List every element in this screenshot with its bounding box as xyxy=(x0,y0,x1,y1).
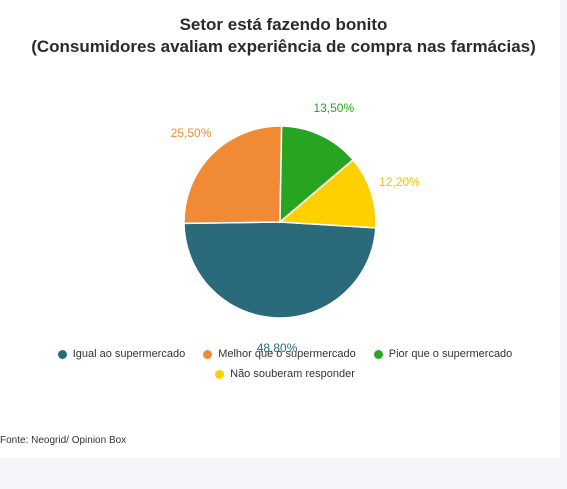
value-label-pior: 13,50% xyxy=(313,101,354,115)
legend-item-igual: Igual ao supermercado xyxy=(57,348,186,360)
right-edge-strip xyxy=(560,0,567,489)
legend-label-igual: Igual ao supermercado xyxy=(72,348,186,360)
value-label-igual: 48,80% xyxy=(257,341,298,355)
slice-melhor xyxy=(183,125,283,225)
legend-dot-melhor xyxy=(203,349,213,359)
legend-label-melhor: Melhor que o supermercado xyxy=(218,348,356,360)
chart-title: Setor está fazendo bonito (Consumidores … xyxy=(0,14,567,58)
legend-item-nao-souberam: Não souberam responder xyxy=(215,368,355,380)
legend-label-pior: Pior que o supermercado xyxy=(388,348,513,360)
legend-item-melhor: Melhor que o supermercado xyxy=(203,348,356,360)
legend-dot-igual xyxy=(57,349,67,359)
legend-row-1: Igual ao supermercado Melhor que o super… xyxy=(40,348,530,360)
source-note: Fonte: Neogrid/ Opinion Box xyxy=(0,435,127,446)
value-label-melhor: 25,50% xyxy=(171,126,212,140)
legend-item-pior: Pior que o supermercado xyxy=(373,348,513,360)
legend-label-nao-souberam: Não souberam responder xyxy=(230,368,355,380)
legend-dot-pior xyxy=(373,349,383,359)
bottom-edge-strip xyxy=(0,458,567,489)
value-label-nao-souberam: 12,20% xyxy=(379,175,420,189)
slice-nao-souberam xyxy=(278,158,377,229)
title-line-1: Setor está fazendo bonito xyxy=(179,15,388,34)
slice-igual xyxy=(183,221,377,319)
legend-dot-nao-souberam xyxy=(215,369,225,379)
title-line-2: (Consumidores avaliam experiência de com… xyxy=(31,37,536,56)
chart-legend: Igual ao supermercado Melhor que o super… xyxy=(40,348,530,388)
legend-row-2: Não souberam responder xyxy=(40,368,530,380)
slice-pior xyxy=(279,125,355,224)
